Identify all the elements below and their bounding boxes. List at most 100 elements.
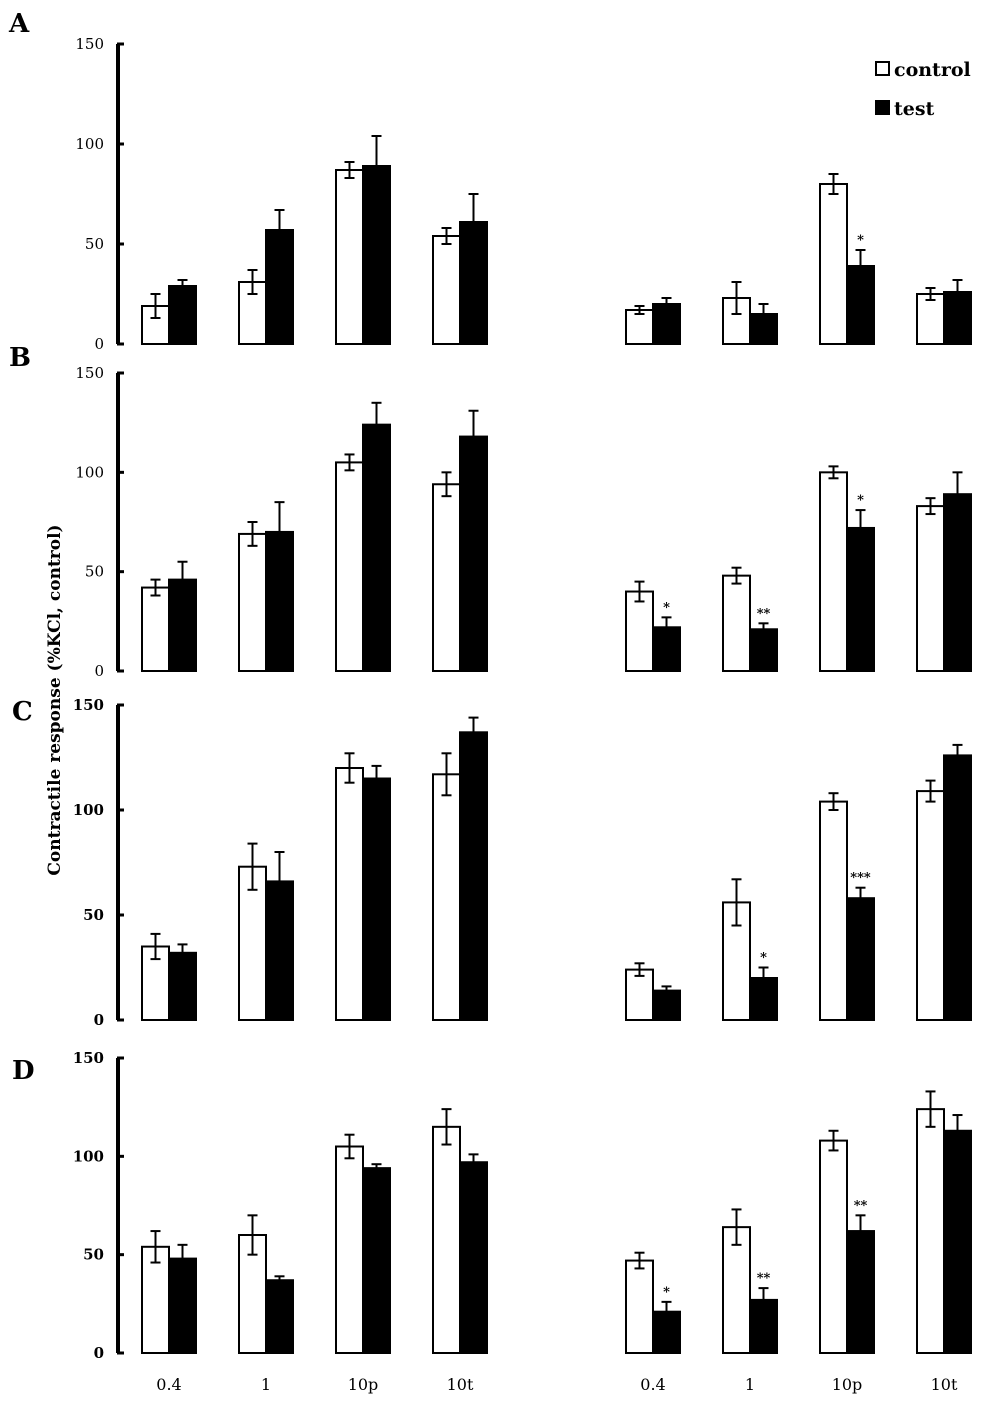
bar-group-2: ***** bbox=[625, 1090, 972, 1355]
y-tick-label: 0 bbox=[94, 662, 104, 680]
x-tick-label: 0.4 bbox=[640, 1375, 665, 1394]
bar-control bbox=[722, 901, 751, 1022]
bar-group-1 bbox=[141, 1108, 488, 1355]
significance-marker: ** bbox=[757, 1271, 771, 1286]
bar-test bbox=[168, 1257, 197, 1354]
bar-test bbox=[749, 313, 778, 345]
bar-control bbox=[141, 586, 170, 672]
significance-marker: * bbox=[663, 1285, 670, 1300]
significance-marker: * bbox=[857, 493, 864, 508]
bar-test bbox=[459, 435, 488, 672]
bar-control bbox=[916, 1108, 945, 1354]
bar-test bbox=[168, 285, 197, 345]
bar-control bbox=[335, 767, 364, 1021]
bar-control bbox=[432, 483, 461, 672]
bar-control bbox=[819, 1139, 848, 1354]
bar-control bbox=[916, 505, 945, 672]
bar-group-1 bbox=[141, 135, 488, 345]
x-tick-label: 1 bbox=[261, 1375, 271, 1394]
bar-test bbox=[943, 493, 972, 673]
x-tick-label: 10t bbox=[931, 1375, 958, 1394]
bar-group-1 bbox=[141, 716, 488, 1022]
bar-test bbox=[362, 423, 391, 672]
bar-test bbox=[362, 777, 391, 1021]
bar-test bbox=[362, 165, 391, 345]
x-tick-label: 1 bbox=[745, 1375, 755, 1394]
y-tick-label: 150 bbox=[75, 364, 104, 382]
y-tick-label: 150 bbox=[73, 696, 104, 714]
bar-control bbox=[916, 790, 945, 1021]
y-tick-label: 50 bbox=[83, 1246, 104, 1264]
bar-test bbox=[943, 1129, 972, 1355]
bar-test bbox=[265, 229, 294, 345]
panel-A: A 0 50 100 150 * bbox=[8, 9, 972, 353]
bar-control bbox=[819, 183, 848, 345]
y-tick-label: 0 bbox=[94, 335, 104, 353]
bar-test bbox=[459, 731, 488, 1021]
bar-control bbox=[819, 471, 848, 673]
legend-swatch-control bbox=[875, 61, 890, 76]
bar-control bbox=[625, 590, 654, 672]
x-tick-label: 0.4 bbox=[156, 1375, 181, 1394]
bar-group-2: **** bbox=[625, 465, 972, 673]
bar-control bbox=[625, 309, 654, 345]
y-axis-title: Contractile response (%KCl, control) bbox=[45, 524, 65, 875]
legend-label-test: test bbox=[894, 98, 935, 120]
bar-control bbox=[335, 1145, 364, 1354]
bar-control bbox=[625, 968, 654, 1021]
significance-marker: ** bbox=[854, 1198, 868, 1213]
bar-group-2: * bbox=[625, 173, 972, 345]
significance-marker: * bbox=[760, 951, 767, 966]
bar-test bbox=[459, 1161, 488, 1354]
bar-test bbox=[943, 754, 972, 1022]
y-tick-label: 150 bbox=[75, 35, 104, 53]
bar-test bbox=[652, 1310, 681, 1354]
bar-test bbox=[168, 578, 197, 673]
bar-group-1 bbox=[141, 401, 488, 673]
bar-test bbox=[652, 626, 681, 672]
bar-test bbox=[846, 526, 875, 673]
bar-group-2: **** bbox=[625, 743, 972, 1022]
bar-test bbox=[265, 880, 294, 1022]
bar-test bbox=[846, 265, 875, 345]
legend-label-control: control bbox=[894, 59, 971, 81]
panel-letter: C bbox=[12, 697, 33, 727]
significance-marker: * bbox=[663, 600, 670, 615]
bar-test bbox=[943, 291, 972, 345]
bar-control bbox=[819, 800, 848, 1021]
significance-marker: * bbox=[857, 233, 864, 248]
bar-control bbox=[141, 1245, 170, 1355]
x-tick-label: 10p bbox=[348, 1375, 379, 1394]
y-tick-label: 50 bbox=[85, 235, 104, 253]
bar-control bbox=[432, 773, 461, 1021]
bar-test bbox=[459, 221, 488, 345]
significance-marker: *** bbox=[850, 871, 871, 886]
legend-swatch-test bbox=[875, 100, 890, 115]
y-tick-label: 100 bbox=[75, 463, 104, 481]
bar-control bbox=[625, 1259, 654, 1354]
bar-test bbox=[652, 303, 681, 345]
significance-marker: ** bbox=[757, 606, 771, 621]
y-tick-label: 100 bbox=[73, 1147, 104, 1165]
y-tick-label: 100 bbox=[75, 135, 104, 153]
y-tick-label: 150 bbox=[73, 1049, 104, 1067]
bar-control bbox=[432, 1125, 461, 1355]
y-tick-label: 50 bbox=[83, 906, 104, 924]
bar-test bbox=[362, 1167, 391, 1354]
panel-letter: A bbox=[8, 9, 30, 39]
x-tick-label: 10t bbox=[447, 1375, 474, 1394]
bar-test bbox=[749, 977, 778, 1021]
bar-test bbox=[846, 897, 875, 1022]
y-tick-label: 100 bbox=[73, 801, 104, 819]
x-axis-labels: 0.4 1 10p 10t 0.4 1 10p 10t bbox=[156, 1375, 958, 1394]
panel-letter: D bbox=[12, 1056, 35, 1086]
panel-letter: B bbox=[9, 343, 31, 373]
bar-control bbox=[335, 461, 364, 672]
y-tick-label: 0 bbox=[94, 1344, 104, 1362]
y-tick-label: 50 bbox=[85, 563, 104, 581]
